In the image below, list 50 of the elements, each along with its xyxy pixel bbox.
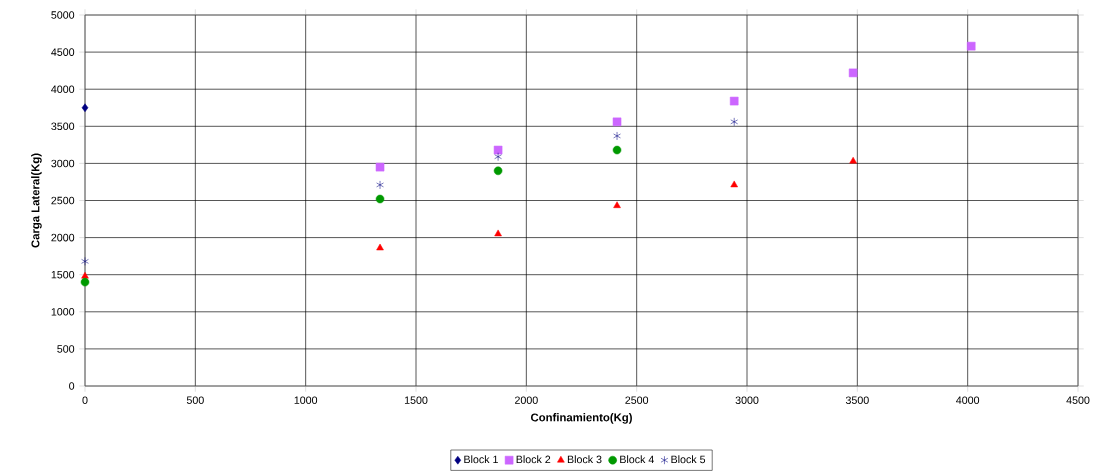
point	[494, 152, 502, 161]
point	[375, 194, 385, 204]
x-tick-label: 4500	[1066, 396, 1090, 404]
x-tick-label: 4000	[956, 396, 980, 404]
point	[612, 145, 622, 155]
point	[730, 180, 738, 188]
x-tick-label: 500	[186, 396, 204, 404]
point	[81, 271, 89, 279]
x-tick-label: 1500	[404, 396, 428, 404]
x-tick-label: 2000	[515, 396, 538, 404]
legend-label: Block 1	[464, 455, 498, 464]
y-tick-label: 1000	[51, 308, 75, 316]
point	[966, 41, 976, 51]
legend-label: Block 5	[671, 455, 706, 464]
x-tick-label: 3000	[735, 396, 759, 404]
point	[493, 145, 503, 155]
legend-label: Block 2	[516, 455, 551, 464]
point	[729, 96, 739, 106]
point	[848, 68, 858, 78]
point	[494, 229, 502, 237]
point	[80, 277, 90, 287]
y-tick-label: 4000	[51, 85, 75, 93]
point	[730, 117, 738, 127]
y-tick-label: 0	[69, 382, 75, 390]
y-tick-label: 4500	[51, 48, 75, 56]
y-tick-label: 3500	[51, 122, 75, 131]
y-tick-label: 5000	[51, 11, 75, 19]
point	[612, 117, 622, 127]
legend-label: Block 3	[567, 455, 602, 464]
point	[613, 131, 621, 141]
point	[376, 180, 384, 190]
x-tick-label: 1000	[294, 396, 318, 404]
point	[493, 166, 503, 176]
legend-label: Block 4	[620, 455, 654, 464]
x-tick-label: 3500	[845, 396, 869, 404]
point	[375, 162, 385, 172]
y-tick-label: 2500	[51, 196, 75, 205]
y-tick-label: 2000	[51, 233, 75, 242]
y-tick-label: 500	[57, 345, 75, 353]
x-axis-title: Confinamiento(Kg)	[530, 413, 632, 424]
point	[613, 201, 621, 208]
point	[81, 257, 89, 266]
point	[81, 103, 89, 113]
y-tick-label: 1500	[51, 270, 75, 279]
point	[849, 156, 857, 164]
y-axis-title: Carga Lateral(Kg)	[31, 153, 42, 248]
point	[376, 243, 384, 251]
x-tick-label: 0	[82, 396, 88, 404]
y-tick-label: 3000	[51, 159, 75, 168]
x-tick-label: 2500	[625, 396, 649, 404]
